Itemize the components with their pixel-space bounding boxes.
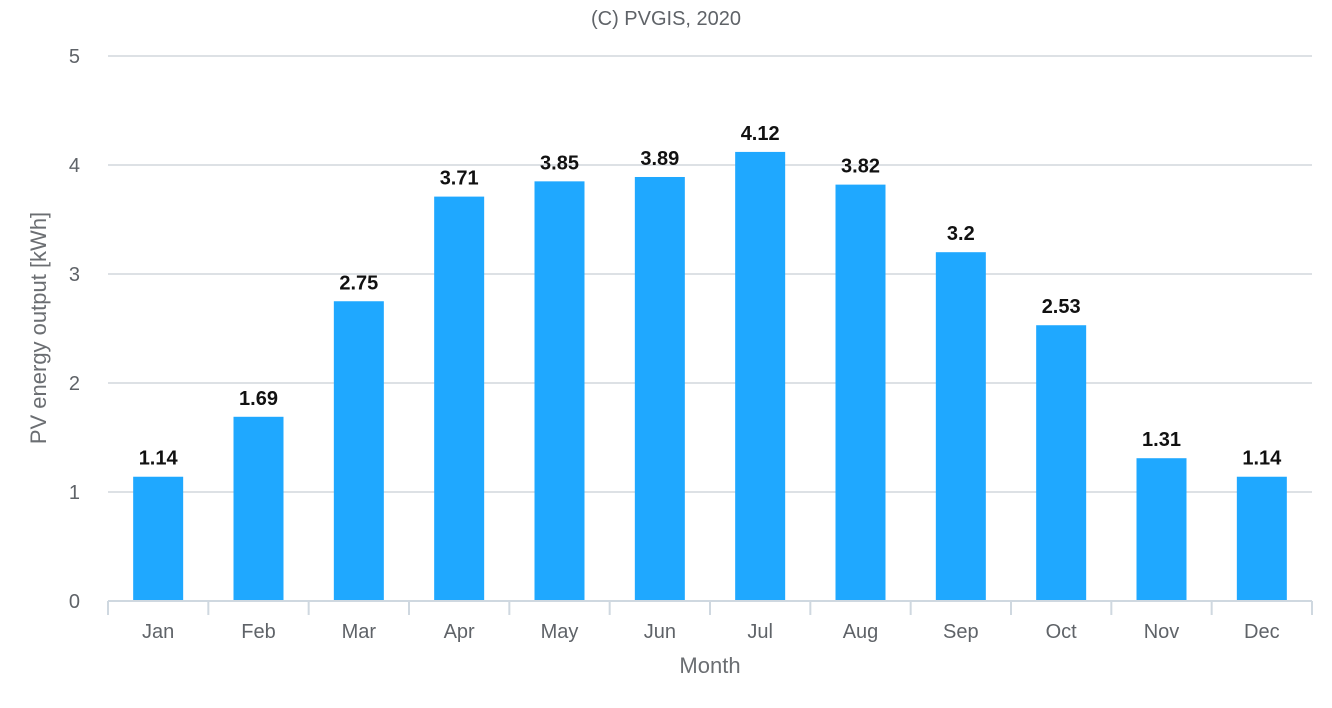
x-tick-label: Oct xyxy=(1046,621,1078,643)
y-tick-label: 3 xyxy=(69,264,80,286)
bar-nov xyxy=(1136,458,1187,601)
data-label: 1.31 xyxy=(1142,429,1181,451)
y-tick-label: 0 xyxy=(69,591,80,613)
bar-oct xyxy=(1036,325,1087,601)
x-tick-label: Aug xyxy=(843,621,879,643)
bar-dec xyxy=(1236,476,1287,601)
data-label: 3.85 xyxy=(540,152,579,174)
x-tick-label: May xyxy=(541,621,579,643)
y-axis-label: PV energy output [kWh] xyxy=(26,212,51,444)
bar-aug xyxy=(835,184,886,601)
y-axis-ticks: 0 1 2 3 4 5 xyxy=(69,46,80,613)
x-tick-label: Dec xyxy=(1244,621,1280,643)
x-tick-label: Apr xyxy=(444,621,475,643)
data-label: 4.12 xyxy=(741,123,780,145)
x-tick-label: Jul xyxy=(747,621,773,643)
data-label: 2.75 xyxy=(339,272,378,294)
x-tick-label: Jun xyxy=(644,621,676,643)
data-labels: 1.14 1.69 2.75 3.71 3.85 3.89 4.12 3.82 3.2 2.53 1… xyxy=(139,123,1282,470)
bar-jan xyxy=(133,476,184,601)
x-tick-label: Nov xyxy=(1144,621,1180,643)
grid-lines xyxy=(108,55,1312,493)
bars xyxy=(133,151,1287,602)
data-label: 1.14 xyxy=(1242,448,1282,470)
bar-sep xyxy=(935,252,986,601)
x-tick-label: Mar xyxy=(342,621,377,643)
bar-jun xyxy=(634,176,685,602)
bar-may xyxy=(534,181,585,601)
y-tick-label: 4 xyxy=(69,155,80,177)
bar-feb xyxy=(233,416,284,601)
data-label: 1.14 xyxy=(139,448,179,470)
x-tick-label: Jan xyxy=(142,621,174,643)
data-label: 2.53 xyxy=(1042,296,1081,318)
data-label: 1.69 xyxy=(239,388,278,410)
bar-apr xyxy=(434,196,485,602)
bar-mar xyxy=(333,301,384,601)
x-tick-label: Feb xyxy=(241,621,275,643)
y-tick-label: 2 xyxy=(69,373,80,395)
data-label: 3.71 xyxy=(440,168,479,190)
chart-title: (C) PVGIS, 2020 xyxy=(591,8,741,30)
y-tick-label: 5 xyxy=(69,46,80,68)
x-axis-label: Month xyxy=(679,653,740,678)
bar-jul xyxy=(735,151,786,602)
x-axis-ticks: Jan Feb Mar Apr May Jun Jul Aug Sep Oct Nov Dec xyxy=(107,601,1313,643)
data-label: 3.82 xyxy=(841,156,880,178)
data-label: 3.89 xyxy=(640,148,679,170)
y-tick-label: 1 xyxy=(69,482,80,504)
data-label: 3.2 xyxy=(947,223,975,245)
x-tick-label: Sep xyxy=(943,621,979,643)
